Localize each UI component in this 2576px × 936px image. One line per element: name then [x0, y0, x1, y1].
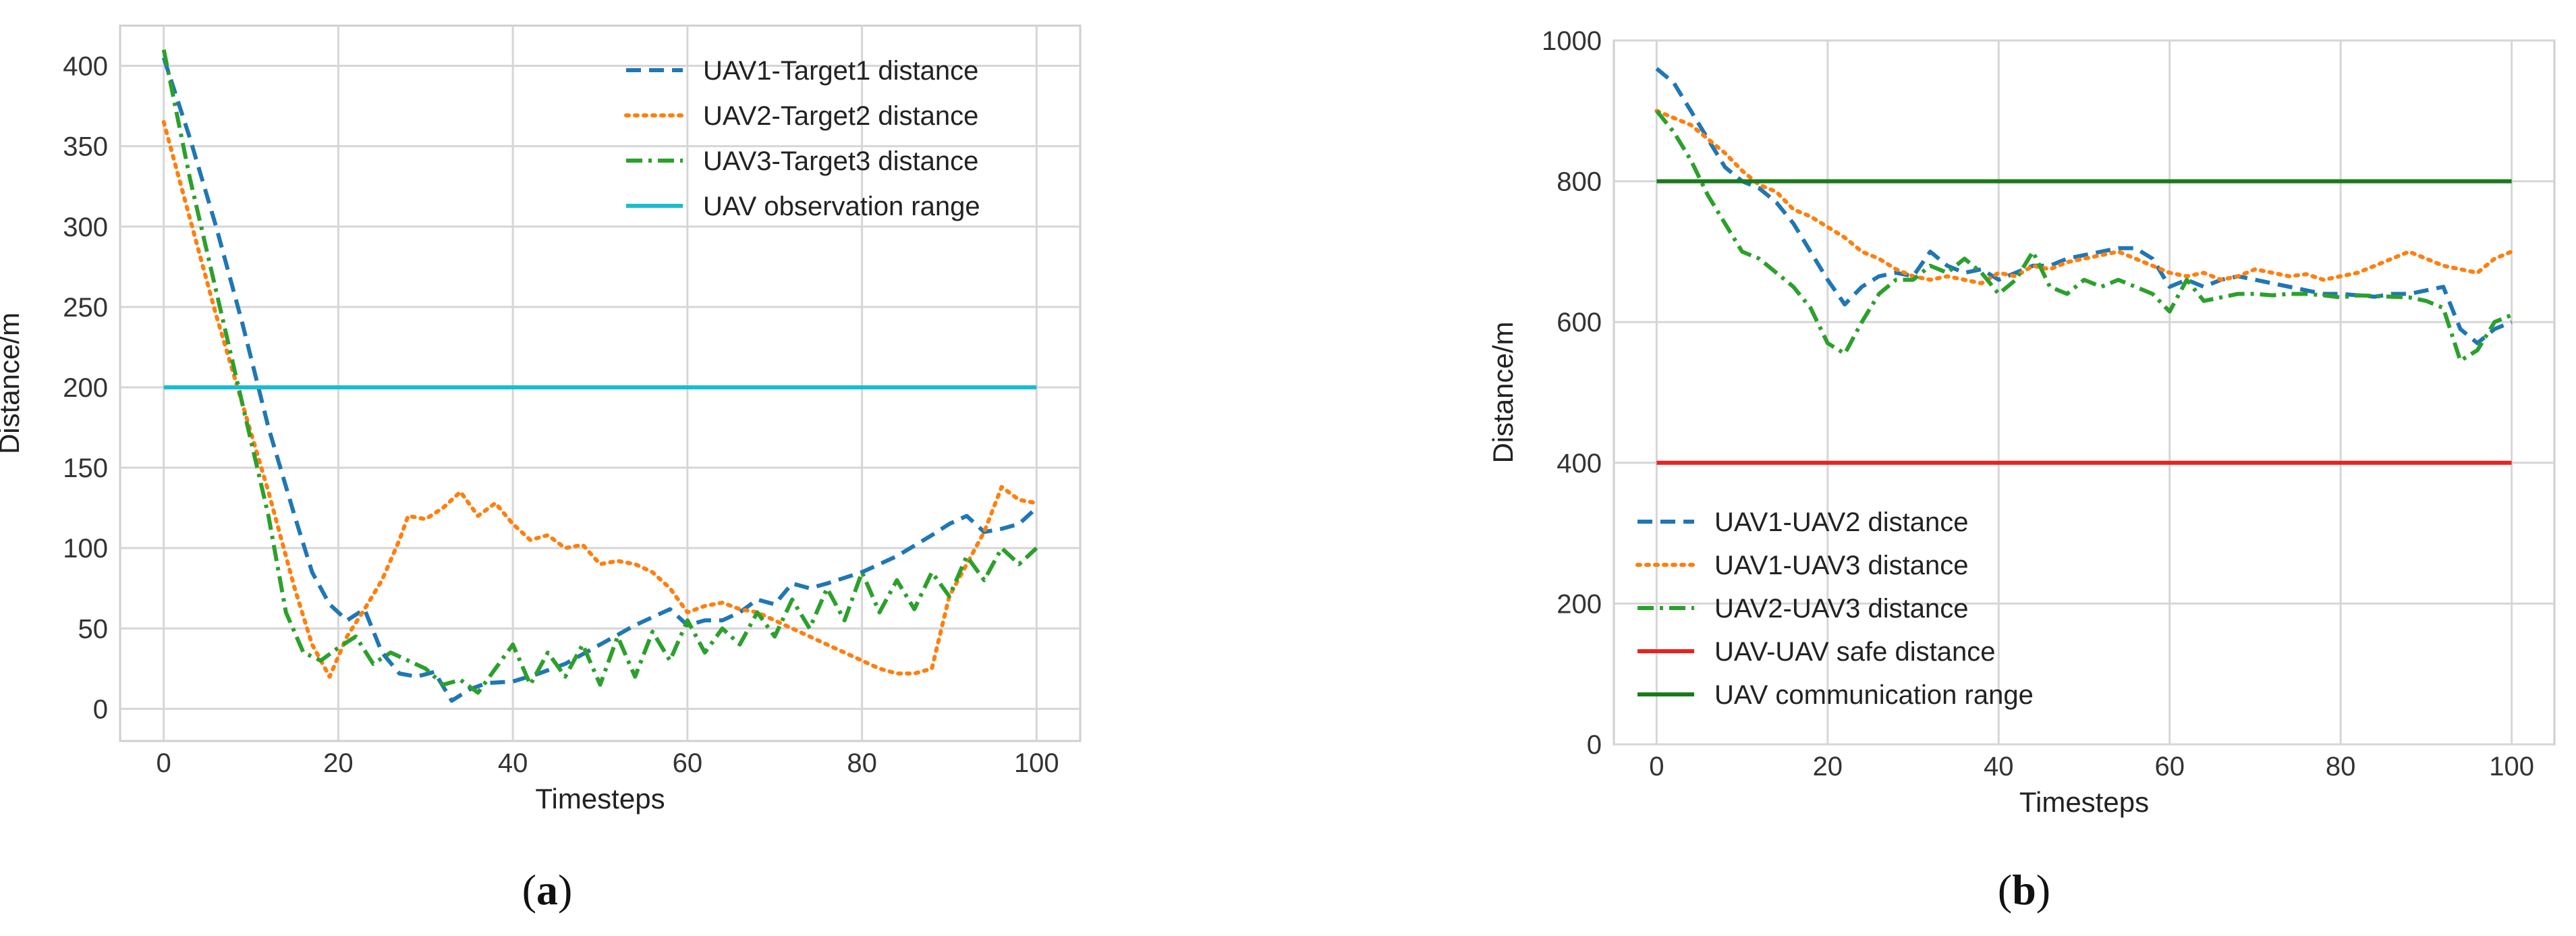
x-tick-label: 100: [1014, 748, 1059, 778]
legend-label-1: UAV1-Target1 distance: [703, 56, 978, 86]
y-tick-label: 800: [1557, 167, 1602, 197]
x-axis-label: Timesteps: [2019, 786, 2149, 818]
series-line-3: [161, 49, 1038, 695]
subfigure-caption: (b): [1998, 866, 2050, 914]
x-tick-label: 80: [2326, 752, 2356, 781]
x-tick-label: 100: [2489, 752, 2534, 781]
legend-label-2: UAV2-Target2 distance: [703, 101, 978, 131]
y-tick-label: 250: [63, 293, 108, 323]
x-tick-label: 80: [847, 748, 877, 778]
y-tick-label: 100: [63, 534, 108, 563]
x-tick-label: 20: [323, 748, 354, 778]
x-tick-label: 40: [498, 748, 528, 778]
legend-label-4: UAV-UAV safe distance: [1714, 637, 1995, 667]
x-tick-label: 0: [1649, 752, 1664, 781]
x-tick-label: 40: [1984, 752, 2014, 781]
y-tick-label: 0: [1587, 730, 1602, 760]
y-tick-label: 1000: [1542, 26, 1602, 56]
x-tick-label: 60: [673, 748, 703, 778]
y-tick-label: 150: [63, 453, 108, 483]
y-tick-label: 50: [78, 614, 109, 644]
series-line-2: [161, 119, 1039, 679]
chart-a: 0 20 40 60 80 100 0 50 100 150 200 250 300 350 400 Time…: [0, 24, 1082, 914]
y-tick-label: 200: [1557, 589, 1602, 619]
legend-label-1: UAV1-UAV2 distance: [1714, 507, 1968, 537]
series-line-3: [1655, 109, 2513, 363]
plot-area: [119, 24, 1082, 742]
y-tick-label: 350: [63, 132, 108, 162]
legend-label-3: UAV3-Target3 distance: [703, 146, 978, 176]
legend-label-4: UAV observation range: [703, 192, 980, 221]
x-tick-label: 60: [2154, 752, 2185, 781]
x-tick-label: 0: [157, 748, 171, 778]
legend-label-3: UAV2-UAV3 distance: [1714, 594, 1968, 624]
plot-area: [1613, 39, 2556, 746]
x-axis-label: Timesteps: [535, 783, 665, 815]
legend-label-2: UAV1-UAV3 distance: [1714, 551, 1968, 580]
y-tick-label: 200: [63, 373, 108, 403]
series-line-2: [1654, 109, 2514, 285]
legend-label-5: UAV communication range: [1714, 680, 2034, 710]
y-tick-label: 400: [1557, 449, 1602, 478]
subfigure-caption: (a): [522, 866, 573, 914]
y-tick-label: 300: [63, 213, 108, 242]
y-axis-label: Distance/m: [1487, 321, 1519, 463]
x-tick-label: 20: [1813, 752, 1843, 781]
y-tick-label: 400: [63, 52, 108, 82]
y-tick-label: 0: [93, 694, 108, 724]
y-tick-label: 600: [1557, 308, 1602, 337]
series-line-1: [161, 57, 1038, 703]
chart-b: 0 20 40 60 80 10002004006008001000TimestepsDi…: [1487, 26, 2556, 914]
y-axis-label: Distance/m: [0, 312, 25, 454]
